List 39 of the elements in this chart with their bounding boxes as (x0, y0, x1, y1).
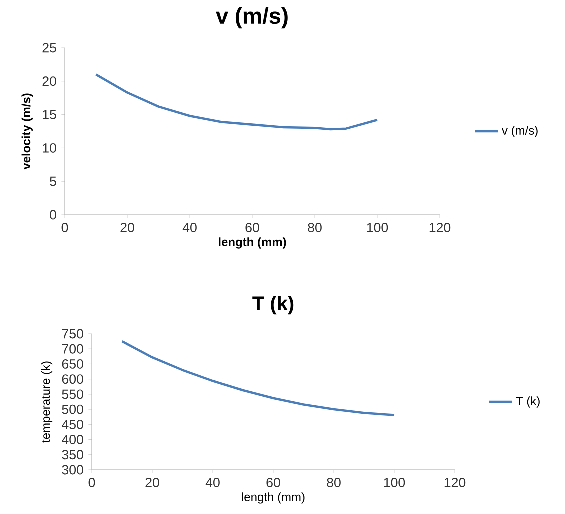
chart-title: T (k) (252, 296, 294, 315)
y-tick-label: 10 (43, 143, 56, 153)
chart-title: v (m/s) (216, 8, 288, 29)
y-axis-title: temperature (k) (41, 362, 53, 443)
y-tick-label: 700 (62, 344, 84, 354)
x-tick-label: 40 (206, 478, 220, 488)
x-tick-label: 100 (367, 223, 388, 232)
y-tick-label: 20 (42, 76, 56, 86)
x-tick-label: 60 (266, 478, 280, 488)
y-tick-label: 450 (62, 420, 84, 430)
x-tick-label: 80 (308, 223, 322, 232)
y-tick-label: 550 (62, 390, 84, 400)
y-tick-label: 300 (62, 465, 84, 475)
x-axis-title: length (mm) (242, 492, 305, 504)
y-axis-title: velocity (m/s) (22, 94, 33, 170)
legend-label: v (m/s) (502, 126, 538, 138)
x-tick-label: 40 (182, 223, 197, 232)
x-tick-label: 80 (327, 478, 341, 488)
y-tick-label: 0 (50, 210, 56, 220)
y-tick-label: 500 (62, 404, 84, 414)
x-tick-label: 20 (146, 478, 160, 488)
y-tick-label: 5 (50, 176, 56, 186)
y-tick-label: 600 (62, 374, 84, 384)
y-tick-label: 25 (42, 43, 56, 53)
y-tick-label: 15 (43, 110, 56, 120)
y-tick-label: 400 (62, 435, 84, 444)
legend-label: T (k) (516, 396, 540, 408)
y-tick-label: 350 (62, 450, 84, 460)
line-series (95, 74, 379, 131)
y-tick-label: 650 (62, 360, 84, 369)
x-tick-label: 100 (384, 478, 406, 488)
y-tick-label: 750 (62, 329, 84, 339)
line-series (121, 340, 396, 416)
x-tick-label: 120 (430, 223, 451, 232)
x-axis-title: length (mm) (219, 238, 286, 249)
x-tick-label: 0 (88, 478, 96, 488)
x-tick-label: 60 (246, 223, 260, 232)
x-tick-label: 20 (120, 223, 134, 232)
x-tick-label: 120 (444, 478, 466, 488)
